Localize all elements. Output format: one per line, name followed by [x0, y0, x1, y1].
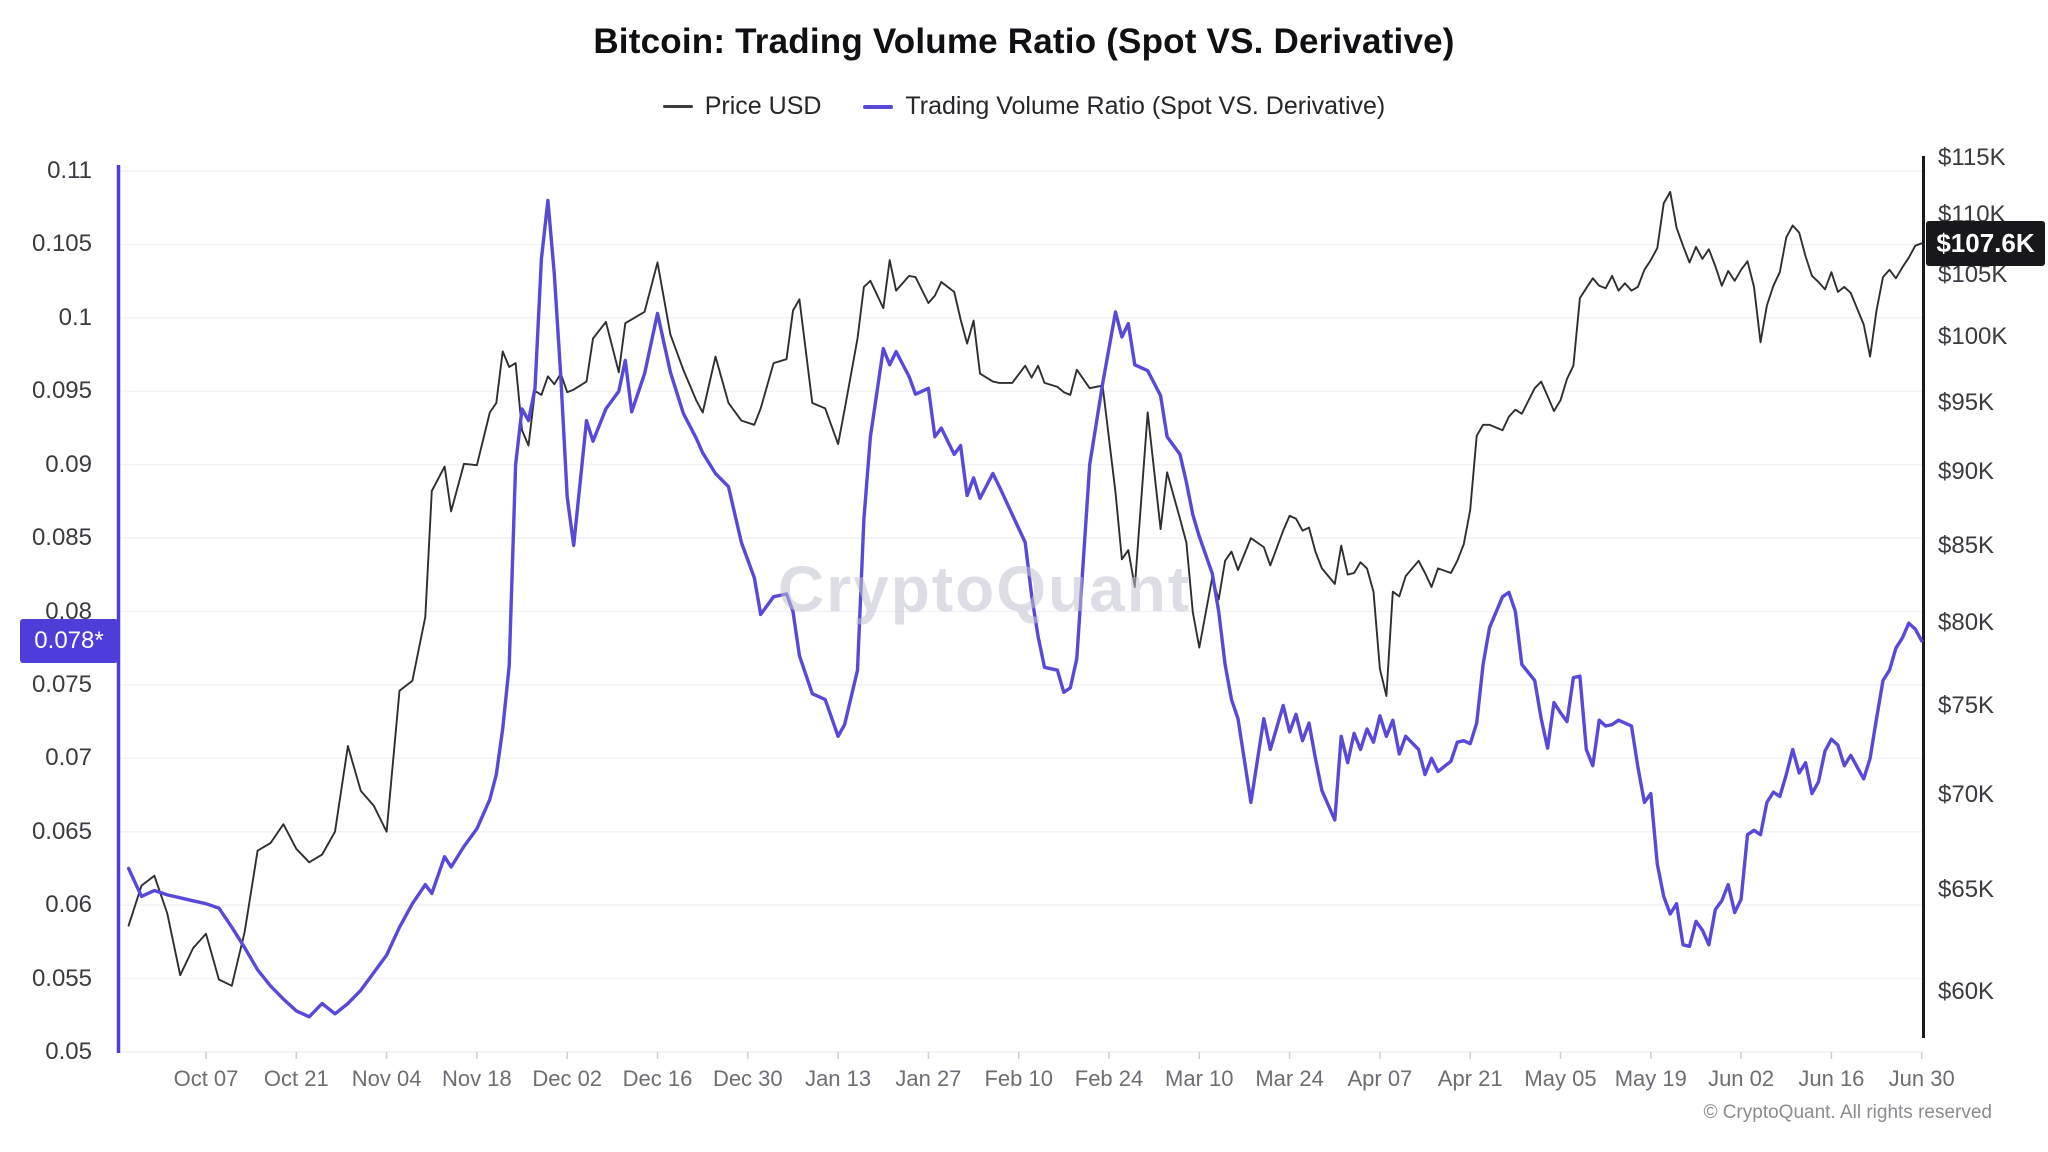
x-axis-tick-label: Feb 24	[1074, 1066, 1144, 1091]
left-axis-tick-label: 0.11	[47, 157, 92, 184]
x-axis-tick-label: Mar 24	[1255, 1066, 1324, 1091]
x-axis-tick-label: Oct 07	[173, 1066, 239, 1091]
right-axis-tick-label: $95K	[1938, 388, 1995, 416]
x-axis-tick-label: Feb 10	[984, 1066, 1053, 1091]
legend: Price USD Trading Volume Ratio (Spot VS.…	[0, 92, 2048, 121]
x-axis-tick-label: Dec 02	[532, 1066, 603, 1091]
left-axis-tick-label: 0.055	[31, 964, 92, 992]
right-axis-tick-label: $80K	[1938, 609, 1995, 637]
ratio-series-line	[126, 198, 1924, 1019]
right-axis-tick-label: $90K	[1938, 458, 1995, 486]
x-axis-tick-label: Jun 30	[1888, 1066, 1955, 1091]
x-axis-tick-label: Jan 13	[805, 1066, 872, 1091]
left-axis-tick-label: 0.095	[31, 377, 92, 405]
x-axis-tick-label: Oct 21	[263, 1066, 329, 1091]
left-axis-tick-label: 0.05	[45, 1038, 92, 1065]
last-ratio-badge: 0.078*	[20, 619, 118, 663]
left-axis-tick-label: 0.07	[45, 744, 92, 772]
x-axis-tick-label: Apr 21	[1437, 1066, 1503, 1091]
ratio-line-swatch-icon	[863, 104, 894, 109]
copyright-notice: © CryptoQuant. All rights reserved	[1703, 1102, 1992, 1123]
legend-label-ratio: Trading Volume Ratio (Spot VS. Derivativ…	[905, 92, 1386, 120]
x-axis-tick-label: Jan 27	[895, 1066, 962, 1091]
legend-label-price: Price USD	[704, 92, 822, 120]
last-price-badge: $107.6K	[1926, 221, 2045, 266]
right-axis-tick-label: $65K	[1938, 875, 1995, 903]
right-axis-tick-label: $75K	[1938, 692, 1995, 720]
left-axis-tick-label: 0.085	[31, 524, 92, 552]
x-axis-tick-label: Dec 16	[622, 1066, 693, 1091]
right-axis-tick-label: $100K	[1938, 323, 2008, 351]
x-axis-tick-label: Apr 07	[1347, 1066, 1413, 1091]
left-axis-tick-label: 0.065	[31, 817, 92, 845]
left-axis-tick-label: 0.1	[58, 303, 92, 331]
right-axis-tick-label: $60K	[1938, 978, 1995, 1006]
left-axis-tick-label: 0.09	[45, 450, 92, 478]
x-axis-tick-label: Nov 04	[351, 1066, 422, 1091]
x-axis-tick-label: May 19	[1614, 1066, 1687, 1091]
x-axis-tick-label: Jun 16	[1798, 1066, 1865, 1091]
price-series-line	[127, 190, 1923, 987]
right-axis-tick-label: $115K	[1938, 144, 2006, 171]
x-axis-tick-label: Jun 02	[1708, 1066, 1775, 1091]
right-axis-tick-label: $85K	[1938, 531, 1995, 559]
page-title: Bitcoin: Trading Volume Ratio (Spot VS. …	[593, 22, 1455, 61]
x-axis-tick-label: Nov 18	[442, 1066, 512, 1091]
price-line-swatch-icon	[662, 105, 693, 108]
x-axis-tick-label: May 05	[1524, 1066, 1597, 1091]
left-axis-tick-label: 0.06	[45, 891, 92, 919]
left-axis-tick-label: 0.105	[31, 230, 92, 258]
x-axis-tick-label: Dec 30	[712, 1066, 783, 1091]
legend-item-price[interactable]: Price USD	[662, 92, 822, 121]
left-axis-tick-label: 0.075	[31, 670, 92, 698]
x-axis-tick-label: Mar 10	[1165, 1066, 1234, 1091]
right-axis-tick-label: $70K	[1938, 780, 1995, 808]
legend-item-ratio[interactable]: Trading Volume Ratio (Spot VS. Derivativ…	[863, 92, 1385, 121]
